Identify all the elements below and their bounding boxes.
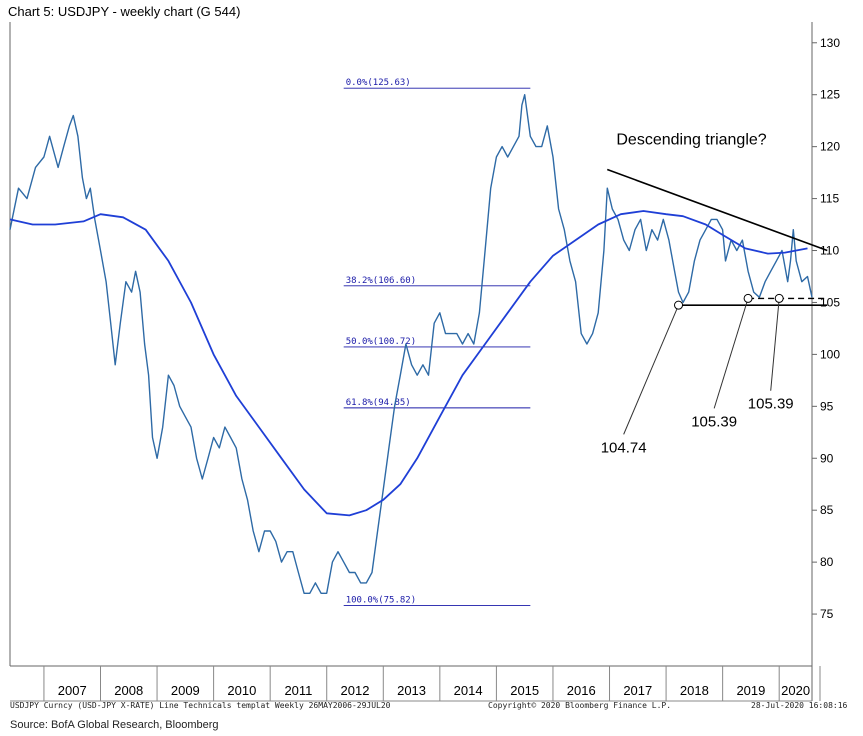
y-tick-label: 90 <box>820 451 834 465</box>
y-tick-label: 105 <box>820 295 840 309</box>
fib-level-label: 0.0%(125.63) <box>346 78 411 88</box>
fib-level-label: 61.8%(94.85) <box>346 398 411 408</box>
marker-label: 104.74 <box>601 439 647 456</box>
x-tick-label: 2009 <box>171 683 200 698</box>
footer-copyright: Copyright© 2020 Bloomberg Finance L.P. <box>488 701 672 710</box>
y-tick-label: 130 <box>820 36 840 50</box>
y-tick-label: 75 <box>820 607 834 621</box>
x-tick-label: 2015 <box>510 683 539 698</box>
y-tick-label: 115 <box>820 192 839 206</box>
footer-timestamp: 28-Jul-2020 16:08:16 <box>751 701 848 710</box>
y-tick-label: 85 <box>820 503 834 517</box>
x-tick-label: 2012 <box>341 683 370 698</box>
x-tick-label: 2020 <box>781 683 810 698</box>
marker-circle <box>743 293 753 303</box>
y-tick-label: 95 <box>820 399 834 413</box>
callout-line <box>713 298 749 409</box>
callout-line <box>770 298 780 391</box>
marker-label: 105.39 <box>748 396 794 413</box>
x-tick-label: 2019 <box>736 683 765 698</box>
x-tick-label: 2007 <box>58 683 87 698</box>
x-tick-label: 2014 <box>454 683 483 698</box>
price-line <box>9 93 813 594</box>
x-tick-label: 2017 <box>623 683 652 698</box>
footer-series-info: USDJPY Curncy (USD-JPY X-RATE) Line Tech… <box>10 701 391 710</box>
triangle-annotation: Descending triangle? <box>616 132 766 149</box>
marker-circle <box>774 293 784 303</box>
x-tick-label: 2008 <box>114 683 143 698</box>
marker-label: 105.39 <box>691 413 737 430</box>
source-note: Source: BofA Global Research, Bloomberg <box>10 719 219 731</box>
fib-level-label: 100.0%(75.82) <box>346 596 416 606</box>
x-tick-label: 2011 <box>284 683 312 698</box>
moving-average-line <box>9 210 808 517</box>
triangle-upper-line <box>606 168 828 252</box>
callout-line <box>623 304 679 435</box>
fib-level-label: 50.0%(100.72) <box>346 337 416 347</box>
y-tick-label: 110 <box>820 244 839 258</box>
x-tick-label: 2016 <box>567 683 596 698</box>
y-tick-label: 80 <box>820 555 834 569</box>
x-tick-label: 2018 <box>680 683 709 698</box>
y-tick-label: 125 <box>820 88 840 102</box>
x-tick-label: 2010 <box>227 683 256 698</box>
marker-circle <box>674 300 684 310</box>
fib-level-label: 38.2%(106.60) <box>346 276 416 286</box>
y-tick-label: 120 <box>820 140 840 154</box>
chart-title: Chart 5: USDJPY - weekly chart (G 544) <box>8 4 241 19</box>
y-tick-label: 100 <box>820 347 840 361</box>
x-tick-label: 2013 <box>397 683 426 698</box>
